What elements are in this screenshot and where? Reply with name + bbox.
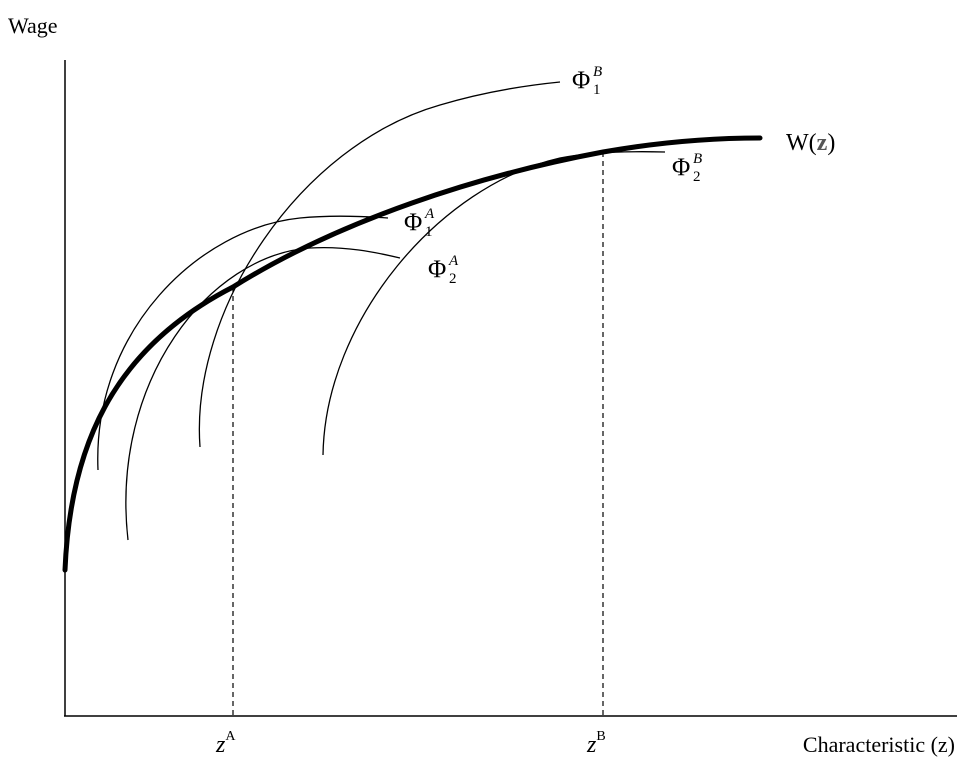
svg-text:Φ: Φ [428, 256, 446, 283]
wage-function-label: W(z) [786, 130, 835, 156]
z-b-tick-label: zB [586, 729, 606, 758]
phi-2-a-curve [126, 248, 400, 540]
wage-function-curve [65, 138, 760, 570]
svg-text:Φ: Φ [672, 154, 690, 181]
svg-text:2: 2 [449, 271, 457, 287]
phi-2-b-curve [323, 152, 665, 455]
svg-text:Φ: Φ [572, 67, 590, 94]
svg-text:A: A [448, 253, 459, 269]
svg-text:1: 1 [593, 82, 601, 98]
svg-text:1: 1 [425, 224, 433, 240]
svg-text:Φ: Φ [404, 209, 422, 236]
phi-2-b-label: Φ B 2 [672, 151, 702, 185]
y-axis-label: Wage [8, 13, 58, 38]
svg-text:2: 2 [693, 169, 701, 185]
x-axis-label: Characteristic (z) [803, 732, 955, 757]
phi-1-b-label: Φ B 1 [572, 64, 602, 98]
phi-1-a-label: Φ A 1 [404, 206, 435, 240]
svg-text:A: A [424, 206, 435, 222]
svg-text:B: B [693, 151, 702, 167]
svg-text:B: B [593, 64, 602, 80]
z-a-tick-label: zA [215, 729, 236, 758]
phi-1-a-curve [98, 216, 388, 470]
phi-2-a-label: Φ A 2 [428, 253, 459, 287]
